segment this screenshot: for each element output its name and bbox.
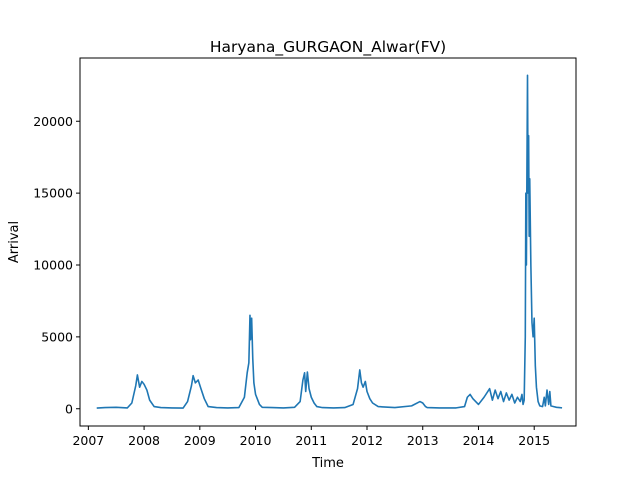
y-tick-label: 0 xyxy=(65,401,73,416)
y-tick-label: 5000 xyxy=(41,329,73,344)
x-tick-label: 2009 xyxy=(184,433,216,448)
plot-area xyxy=(96,74,563,409)
y-tick-label: 20000 xyxy=(33,114,73,129)
x-tick-label: 2014 xyxy=(463,433,495,448)
chart-title: Haryana_GURGAON_Alwar(FV) xyxy=(210,38,446,57)
x-tick-label: 2010 xyxy=(240,433,272,448)
plot-frame xyxy=(79,57,577,427)
y-axis-label: Arrival xyxy=(7,221,22,263)
x-tick-label: 2008 xyxy=(128,433,160,448)
x-tick-label: 2015 xyxy=(518,433,550,448)
y-tick-label: 10000 xyxy=(33,258,73,273)
x-tick-label: 2013 xyxy=(407,433,439,448)
x-tick-label: 2011 xyxy=(295,433,327,448)
x-tick-label: 2012 xyxy=(351,433,383,448)
series-line-0 xyxy=(96,74,563,409)
x-tick-label: 2007 xyxy=(72,433,104,448)
axes: 2007 2008 2009 2010 2011 2012 2013 2014 2015 0 500… xyxy=(33,57,577,448)
x-axis-label: Time xyxy=(311,456,344,471)
y-tick-label: 15000 xyxy=(33,186,73,201)
